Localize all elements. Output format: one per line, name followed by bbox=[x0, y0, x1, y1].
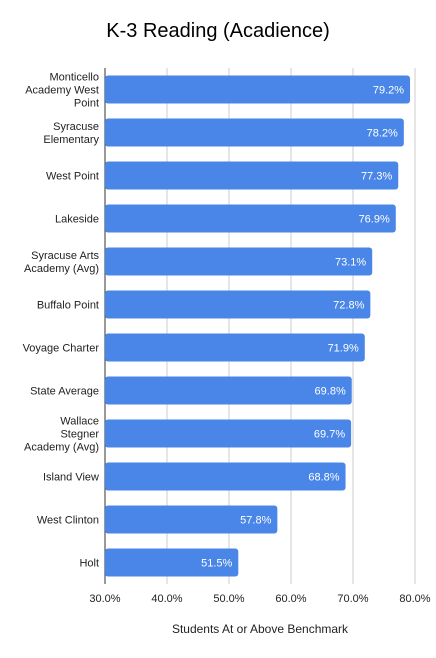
bar bbox=[105, 290, 371, 319]
bar-value-label: 79.2% bbox=[373, 85, 404, 97]
category-label: State Average bbox=[30, 386, 99, 398]
bar bbox=[105, 462, 346, 491]
category-label: Holt bbox=[79, 558, 99, 570]
bar bbox=[105, 204, 396, 233]
category-label: West Point bbox=[46, 171, 99, 183]
x-tick-label: 80.0% bbox=[399, 593, 430, 605]
bar bbox=[105, 333, 365, 362]
bar bbox=[105, 548, 239, 577]
x-axis-label: Students At or Above Benchmark bbox=[171, 622, 349, 636]
category-label: West Clinton bbox=[37, 515, 99, 527]
bar-value-label: 68.8% bbox=[308, 472, 339, 484]
category-label: Syracuse Arts Academy (Avg) bbox=[24, 250, 99, 275]
x-tick-label: 50.0% bbox=[213, 593, 244, 605]
category-label: Voyage Charter bbox=[23, 343, 100, 355]
bar bbox=[105, 247, 373, 276]
category-label: Lakeside bbox=[55, 214, 99, 226]
category-label: Wallace Stegner Academy (Avg) bbox=[24, 416, 99, 454]
bar-value-label: 78.2% bbox=[367, 128, 398, 140]
bar-value-label: 77.3% bbox=[361, 171, 392, 183]
bar bbox=[105, 505, 278, 534]
bar-value-label: 57.8% bbox=[240, 515, 271, 527]
category-label: Buffalo Point bbox=[37, 300, 99, 312]
bar bbox=[105, 419, 352, 448]
x-tick-label: 30.0% bbox=[89, 593, 120, 605]
category-label: Syracuse Elementary bbox=[43, 121, 99, 146]
bar bbox=[105, 161, 399, 190]
category-label: Island View bbox=[43, 472, 99, 484]
bar bbox=[105, 376, 352, 405]
bar-value-label: 69.8% bbox=[315, 386, 346, 398]
bar bbox=[105, 75, 411, 104]
bar-value-label: 72.8% bbox=[333, 300, 364, 312]
bar-value-label: 51.5% bbox=[201, 558, 232, 570]
x-tick-label: 70.0% bbox=[337, 593, 368, 605]
x-tick-label: 60.0% bbox=[275, 593, 306, 605]
bar-value-label: 69.7% bbox=[314, 429, 345, 441]
bar-value-label: 76.9% bbox=[359, 214, 390, 226]
bar bbox=[105, 118, 404, 147]
x-tick-label: 40.0% bbox=[151, 593, 182, 605]
chart-title: K-3 Reading (Acadience) bbox=[106, 20, 330, 42]
bar-value-label: 71.9% bbox=[328, 343, 359, 355]
bar-value-label: 73.1% bbox=[335, 257, 366, 269]
category-label: Monticello Academy West Point bbox=[25, 72, 99, 110]
